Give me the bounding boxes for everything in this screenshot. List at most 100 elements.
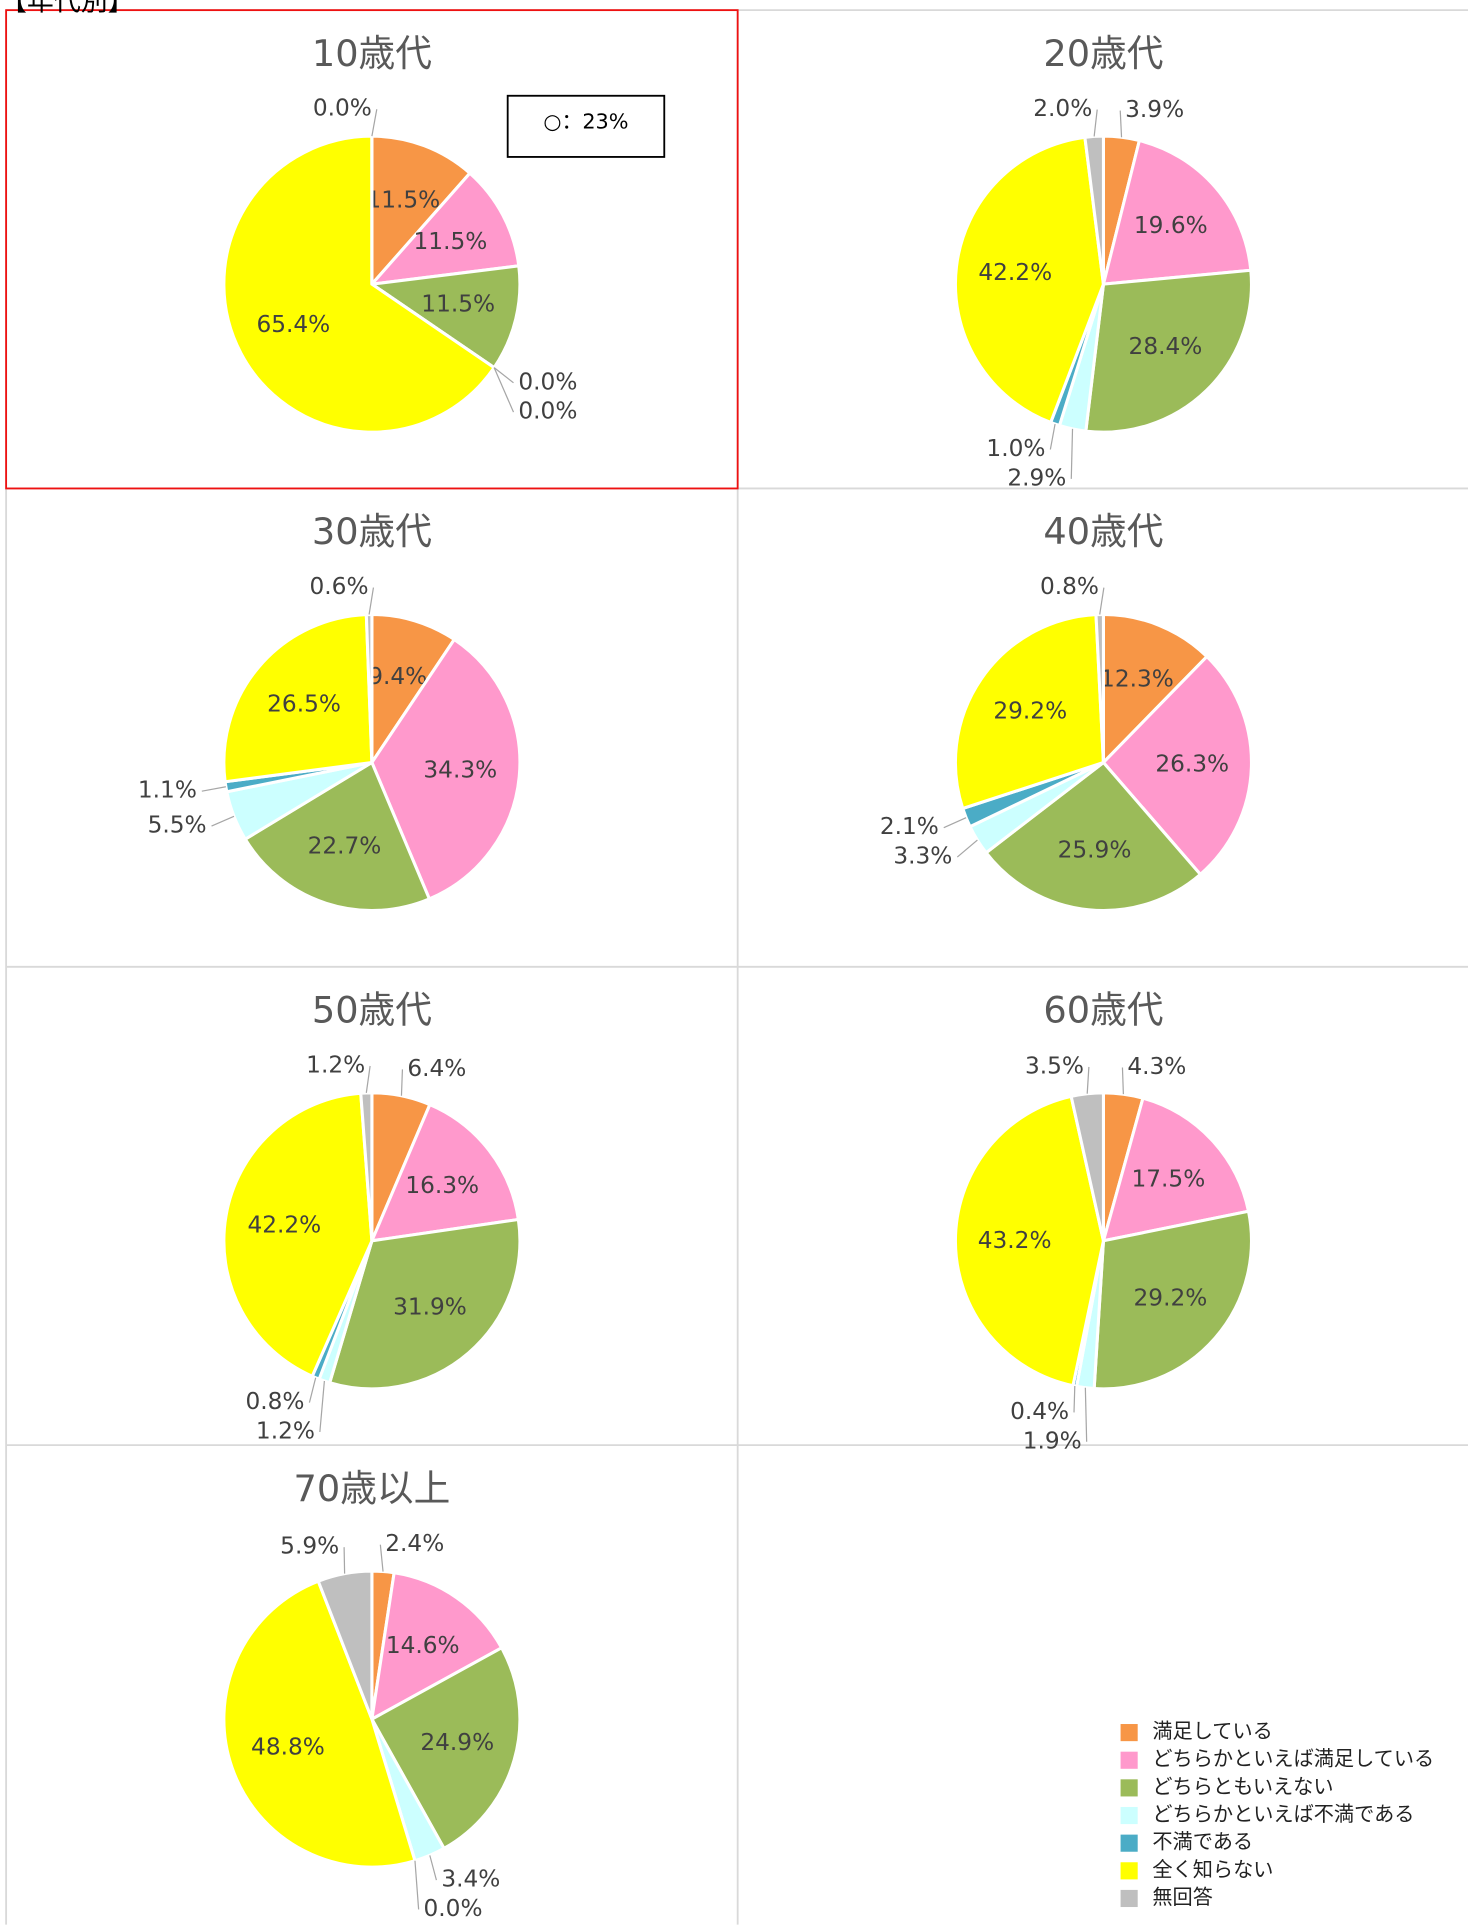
pie-slice bbox=[222, 1579, 417, 1869]
data-label: 42.2% bbox=[978, 259, 1052, 286]
data-label: 1.0% bbox=[986, 435, 1045, 462]
data-label: 19.6% bbox=[1134, 212, 1208, 239]
pie-slice bbox=[367, 264, 522, 370]
pie-slice bbox=[1101, 138, 1253, 286]
data-label: 29.2% bbox=[1134, 1285, 1208, 1312]
data-label: 3.3% bbox=[893, 843, 952, 870]
data-label: 29.2% bbox=[993, 698, 1067, 725]
data-label: 26.3% bbox=[1155, 751, 1229, 778]
leader-line bbox=[1099, 587, 1105, 615]
data-label: 28.4% bbox=[1129, 333, 1203, 360]
leader-line bbox=[1084, 1387, 1088, 1442]
leader-line bbox=[211, 815, 235, 827]
leader-line bbox=[1073, 1386, 1076, 1413]
data-label: 48.8% bbox=[251, 1734, 325, 1761]
data-label: 3.5% bbox=[1025, 1052, 1084, 1079]
data-label: 0.4% bbox=[1010, 1398, 1069, 1425]
pie-slice bbox=[1084, 268, 1253, 434]
header: 【年代別】 bbox=[0, 0, 135, 17]
pie-slice bbox=[369, 1645, 522, 1851]
data-label: 26.5% bbox=[267, 691, 341, 718]
legend-swatch bbox=[1120, 1724, 1138, 1742]
data-label: 2.0% bbox=[1033, 95, 1092, 122]
legend-swatch bbox=[1120, 1834, 1138, 1852]
leader-line bbox=[429, 1855, 438, 1881]
leader-line bbox=[1093, 109, 1098, 137]
pie-slice bbox=[222, 1091, 374, 1379]
data-label: 11.5% bbox=[414, 228, 488, 255]
pie-slice bbox=[327, 1217, 522, 1391]
legend-label: 満足している bbox=[1152, 1719, 1272, 1743]
pie-slice bbox=[953, 1094, 1106, 1388]
annotation: ○：23% bbox=[543, 110, 628, 134]
data-label: 17.5% bbox=[1131, 1166, 1205, 1193]
pie-slice bbox=[222, 134, 497, 434]
legend-swatch bbox=[1120, 1889, 1138, 1908]
pie-slice bbox=[1101, 612, 1210, 767]
leader-line bbox=[493, 367, 515, 413]
legend-swatch bbox=[1120, 1806, 1138, 1825]
data-label: 25.9% bbox=[1058, 836, 1132, 863]
pie-slice bbox=[1092, 1209, 1253, 1391]
data-label: 3.9% bbox=[1125, 96, 1184, 123]
leader-line bbox=[1049, 423, 1056, 450]
legend-label: どちらかといえば不満である bbox=[1152, 1802, 1414, 1826]
data-label: 24.9% bbox=[420, 1729, 494, 1756]
leader-line bbox=[368, 587, 375, 615]
chart-title: 30歳代 bbox=[312, 510, 432, 553]
pie-slice bbox=[370, 134, 473, 289]
data-label: 65.4% bbox=[256, 311, 330, 338]
data-label: 11.5% bbox=[421, 291, 495, 318]
legend-label: どちらともいえない bbox=[1152, 1774, 1333, 1798]
leader-line bbox=[1086, 1066, 1090, 1094]
data-label: 0.0% bbox=[518, 368, 577, 395]
data-label: 42.2% bbox=[247, 1211, 321, 1238]
legend-label: 不満である bbox=[1152, 1830, 1253, 1854]
leader-line bbox=[308, 1377, 317, 1403]
pie-slice bbox=[370, 612, 457, 768]
leader-line bbox=[1119, 110, 1123, 138]
leader-line bbox=[956, 839, 978, 858]
data-label: 0.0% bbox=[313, 95, 372, 122]
data-label: 2.9% bbox=[1007, 464, 1066, 491]
leader-line bbox=[1070, 428, 1074, 479]
data-label: 9.4% bbox=[368, 663, 427, 690]
leader-line bbox=[414, 1860, 420, 1910]
leader-line bbox=[379, 1544, 384, 1572]
chart-title: 60歳代 bbox=[1043, 989, 1163, 1032]
pie-slice bbox=[359, 1091, 374, 1241]
data-label: 0.8% bbox=[245, 1388, 304, 1415]
chart-title: 50歳代 bbox=[312, 989, 432, 1032]
data-label: 5.9% bbox=[280, 1533, 339, 1560]
annotation-box bbox=[506, 94, 666, 158]
data-label: 6.4% bbox=[407, 1055, 466, 1082]
data-label: 22.7% bbox=[308, 832, 382, 859]
data-label: 1.9% bbox=[1023, 1427, 1082, 1454]
leader-line bbox=[493, 367, 514, 384]
pie-slice bbox=[368, 171, 521, 287]
pie-slice bbox=[243, 760, 432, 913]
leader-line bbox=[343, 1547, 346, 1574]
data-label: 43.2% bbox=[978, 1227, 1052, 1254]
data-label: 0.0% bbox=[518, 398, 577, 425]
leader-line bbox=[400, 1069, 404, 1096]
pie-slice bbox=[953, 135, 1106, 425]
leader-line bbox=[1121, 1067, 1124, 1095]
pie-slice bbox=[364, 612, 374, 763]
highlight-frame bbox=[5, 9, 739, 490]
data-label: 1.1% bbox=[138, 777, 197, 804]
data-label: 1.2% bbox=[306, 1051, 365, 1078]
leader-line bbox=[365, 1065, 371, 1093]
data-label: 1.2% bbox=[256, 1417, 315, 1444]
leader-line bbox=[943, 817, 967, 829]
data-label: 34.3% bbox=[423, 756, 497, 783]
data-label: 5.5% bbox=[148, 812, 207, 839]
data-label: 4.3% bbox=[1127, 1053, 1186, 1080]
leader-line bbox=[201, 786, 226, 792]
pie-slice bbox=[369, 1571, 504, 1722]
data-label: 2.4% bbox=[385, 1530, 444, 1557]
data-label: 11.5% bbox=[366, 187, 440, 214]
data-label: 3.4% bbox=[441, 1866, 500, 1893]
